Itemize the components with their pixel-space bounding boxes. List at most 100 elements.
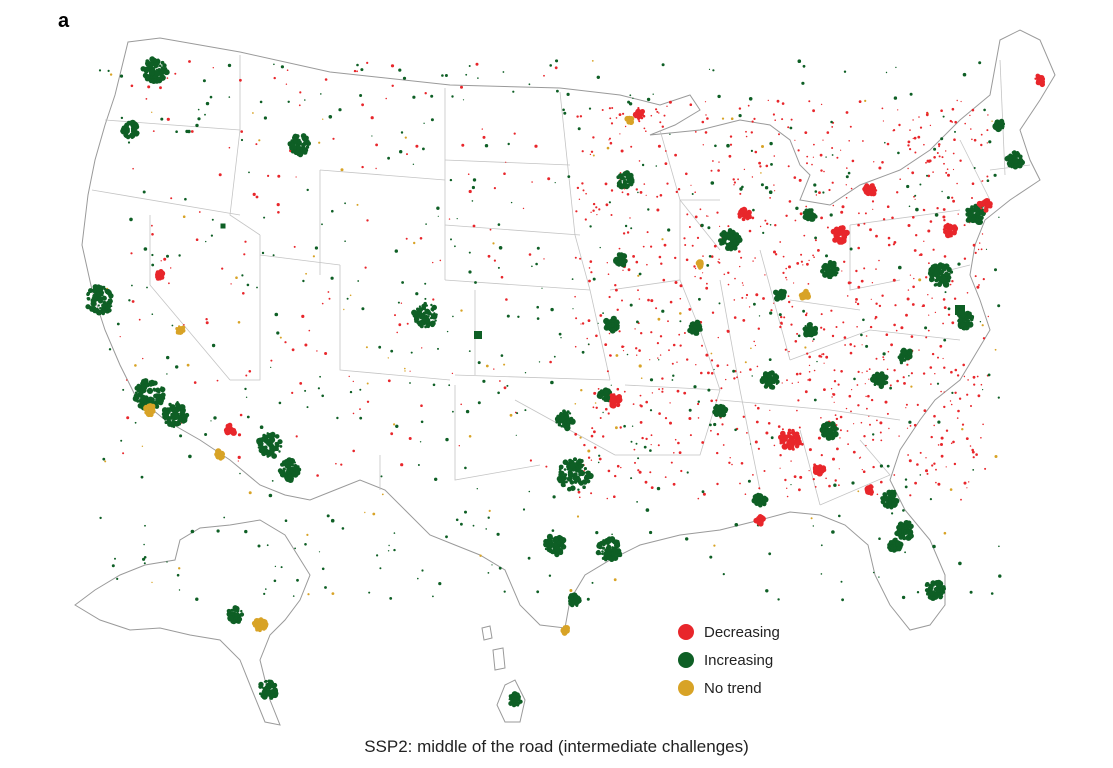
decreasing-marker [650, 331, 653, 334]
increasing-marker [294, 547, 296, 550]
decreasing-marker [745, 135, 748, 138]
decreasing-marker [874, 315, 878, 319]
decreasing-marker [963, 224, 966, 227]
increasing-marker [556, 89, 559, 93]
decreasing-marker [651, 392, 654, 394]
decreasing-cluster [789, 446, 793, 450]
decreasing-marker [743, 168, 746, 171]
decreasing-marker [751, 216, 755, 220]
no-trend-marker [322, 118, 324, 120]
increasing-cluster [288, 465, 291, 469]
increasing-marker [645, 508, 650, 512]
decreasing-marker [886, 412, 889, 415]
increasing-marker [420, 420, 424, 424]
decreasing-marker [500, 275, 504, 279]
increasing-cluster [269, 689, 275, 694]
increasing-cluster [623, 177, 626, 180]
increasing-marker [412, 163, 415, 165]
increasing-cluster [616, 180, 623, 187]
decreasing-marker [667, 320, 669, 323]
increasing-cluster [582, 485, 586, 490]
increasing-cluster [233, 612, 237, 615]
decreasing-marker [701, 344, 703, 347]
decreasing-cluster [835, 227, 839, 231]
decreasing-marker [808, 448, 812, 452]
decreasing-marker [646, 231, 649, 234]
decreasing-marker [741, 282, 744, 284]
decreasing-marker [927, 329, 930, 332]
no-trend-marker [340, 168, 344, 172]
decreasing-marker [160, 260, 162, 262]
decreasing-marker [722, 444, 725, 446]
decreasing-marker [543, 74, 545, 77]
decreasing-marker [942, 298, 946, 301]
decreasing-marker [929, 220, 933, 223]
increasing-cluster [609, 536, 616, 543]
increasing-cluster [158, 64, 162, 68]
decreasing-marker [908, 459, 912, 463]
decreasing-marker [611, 107, 614, 109]
decreasing-marker [845, 111, 849, 114]
increasing-marker [934, 213, 939, 217]
decreasing-marker [661, 125, 664, 128]
decreasing-marker [366, 219, 369, 222]
increasing-marker [393, 532, 396, 534]
increasing-cluster [753, 495, 760, 501]
increasing-cluster [583, 467, 588, 471]
decreasing-marker [756, 365, 759, 368]
increasing-marker [941, 190, 943, 193]
decreasing-marker [980, 133, 983, 136]
decreasing-marker [921, 305, 923, 308]
decreasing-marker [834, 479, 837, 482]
increasing-cluster [278, 450, 281, 453]
decreasing-marker [887, 236, 891, 240]
decreasing-marker [798, 488, 801, 492]
decreasing-marker [916, 463, 919, 466]
decreasing-marker [230, 283, 232, 285]
decreasing-marker [855, 301, 857, 303]
decreasing-marker [767, 422, 771, 425]
increasing-cluster [835, 271, 839, 275]
increasing-cluster [569, 602, 575, 608]
increasing-cluster [579, 459, 584, 463]
decreasing-marker [499, 380, 501, 382]
decreasing-cluster [615, 402, 621, 408]
decreasing-marker [493, 368, 495, 370]
increasing-cluster [103, 297, 106, 300]
decreasing-cluster [942, 228, 946, 231]
increasing-marker [444, 74, 448, 77]
increasing-marker [709, 423, 712, 427]
increasing-marker [476, 488, 478, 490]
increasing-cluster [145, 395, 148, 399]
increasing-marker [919, 474, 922, 476]
decreasing-marker [954, 120, 957, 124]
increasing-marker [402, 76, 407, 80]
decreasing-marker [713, 244, 717, 248]
decreasing-marker [218, 173, 222, 177]
increasing-marker [273, 579, 277, 583]
increasing-marker [248, 171, 250, 174]
increasing-cluster [149, 400, 152, 404]
increasing-cluster [601, 550, 604, 553]
decreasing-marker [880, 439, 883, 442]
decreasing-marker [949, 283, 952, 286]
decreasing-marker [890, 343, 893, 347]
decreasing-marker [285, 83, 288, 85]
increasing-cluster [929, 596, 933, 600]
increasing-cluster [930, 580, 936, 586]
decreasing-marker [364, 266, 367, 269]
increasing-cluster [805, 211, 810, 216]
increasing-marker [321, 567, 325, 571]
no-trend-marker [503, 363, 506, 366]
increasing-cluster [814, 327, 818, 331]
increasing-cluster [929, 277, 934, 283]
decreasing-marker [291, 391, 294, 394]
decreasing-marker [715, 399, 718, 402]
decreasing-marker [734, 277, 736, 280]
decreasing-marker [131, 300, 135, 303]
increasing-cluster [133, 393, 140, 400]
increasing-marker [825, 254, 828, 258]
increasing-county [955, 305, 965, 315]
decreasing-marker [946, 168, 949, 170]
increasing-marker [268, 493, 273, 498]
